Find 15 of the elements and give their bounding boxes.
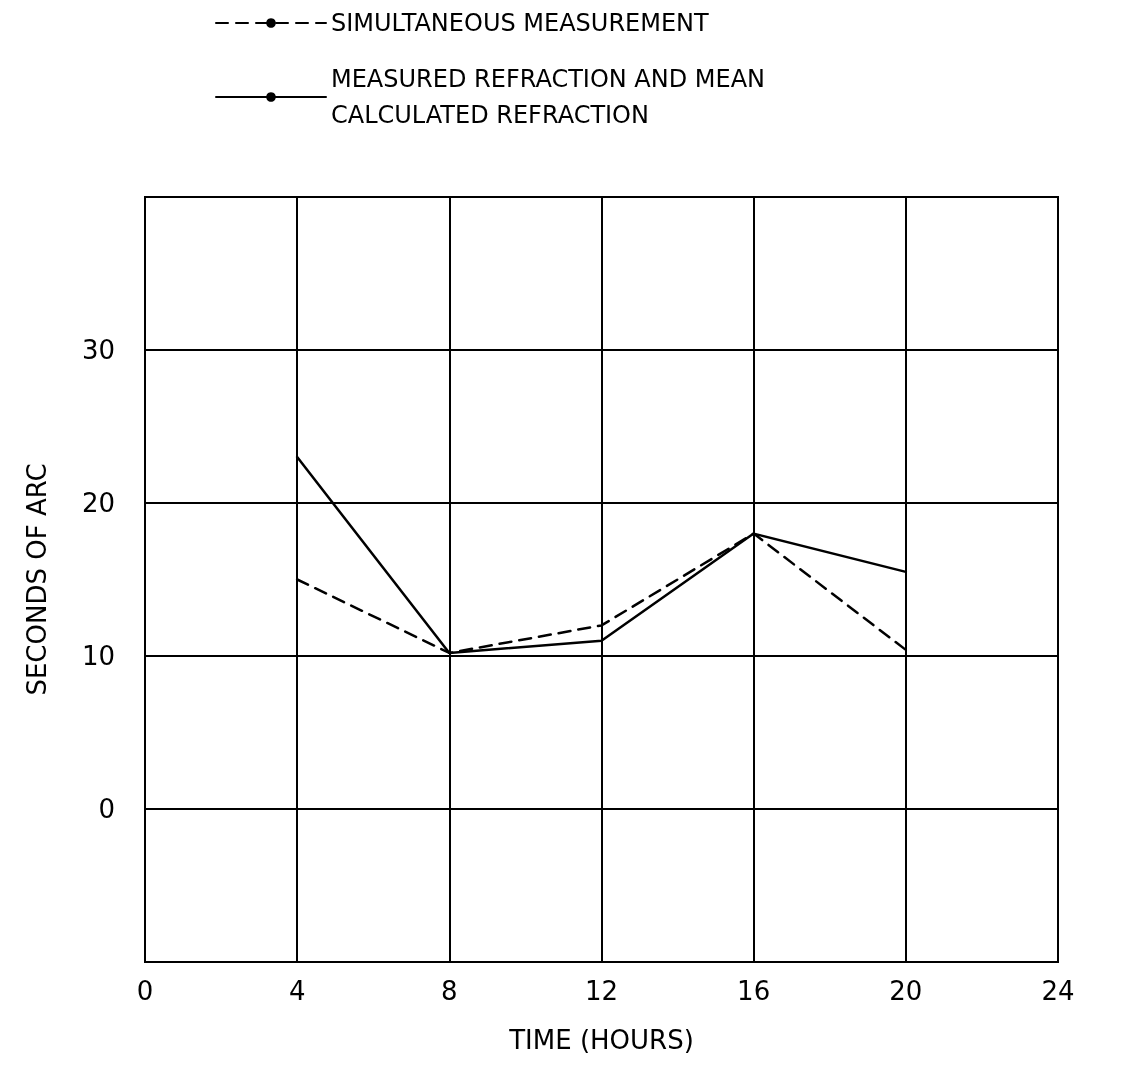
x-tick-label: 0: [136, 976, 154, 1006]
y-tick-label: 0: [98, 794, 115, 824]
x-tick-label: 4: [288, 976, 306, 1006]
x-tick-label: 8: [441, 976, 458, 1006]
x-tick-label: 20: [889, 976, 923, 1006]
x-axis-title: TIME (HOURS): [508, 1025, 694, 1055]
x-tick-label: 24: [1041, 976, 1075, 1006]
x-tick-label: 12: [584, 976, 619, 1006]
x-tick-label: 16: [737, 976, 771, 1006]
legend-label: MEASURED REFRACTION AND MEAN CALCULATED REFRACTION: [331, 65, 773, 129]
y-tick-label: 30: [81, 335, 115, 365]
y-tick-label: 20: [81, 488, 115, 518]
legend-label: SIMULTANEOUS MEASUREMENT: [331, 9, 710, 37]
y-axis-title: SECONDS OF ARC: [22, 463, 52, 696]
y-tick-label: 10: [81, 641, 115, 671]
